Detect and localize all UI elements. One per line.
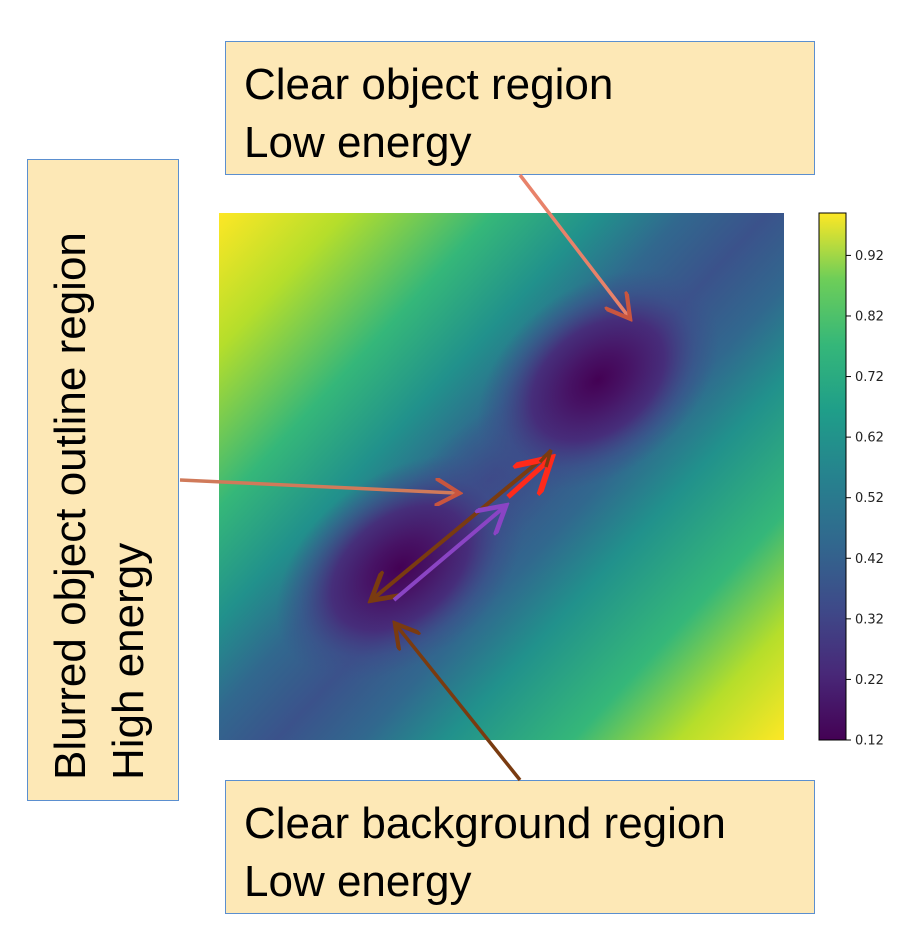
double-arrow-top-head — [538, 448, 553, 468]
colorbar-tick-label: 0.72 — [855, 370, 884, 385]
colorbar-tick-label: 0.62 — [855, 431, 884, 446]
object-region-title: Clear object region — [244, 60, 614, 109]
red-transition-arrow — [506, 461, 548, 499]
colorbar-tick-label: 0.52 — [855, 491, 884, 506]
object-region-callout: Clear object region Low energy — [225, 41, 815, 175]
colorbar-tick-label: 0.12 — [855, 734, 884, 749]
background-callout-arrow — [397, 626, 522, 782]
background-region-title: Clear background region — [244, 799, 726, 848]
colorbar: 0.92 0.82 0.72 0.62 0.52 0.42 0.32 0.22 0.12 — [818, 212, 884, 749]
outline-region-callout: Blurred object outline region High energ… — [27, 159, 179, 801]
background-region-energy: Low energy — [244, 857, 472, 906]
colorbar-tick-label: 0.92 — [855, 249, 884, 264]
colorbar-tick-label: 0.82 — [855, 309, 884, 324]
object-basin — [477, 269, 719, 491]
outline-callout-arrow — [179, 480, 456, 493]
colorbar-tick-label: 0.42 — [855, 552, 884, 567]
colorbar-tick-label: 0.32 — [855, 612, 884, 627]
background-region-callout: Clear background region Low energy — [225, 780, 815, 914]
energy-heatmap — [219, 213, 784, 740]
purple-transition-arrow — [392, 508, 503, 602]
object-region-energy: Low energy — [244, 118, 472, 167]
object-callout-arrow — [518, 173, 628, 316]
background-basin — [275, 455, 525, 681]
colorbar-tick-label: 0.22 — [855, 673, 884, 688]
